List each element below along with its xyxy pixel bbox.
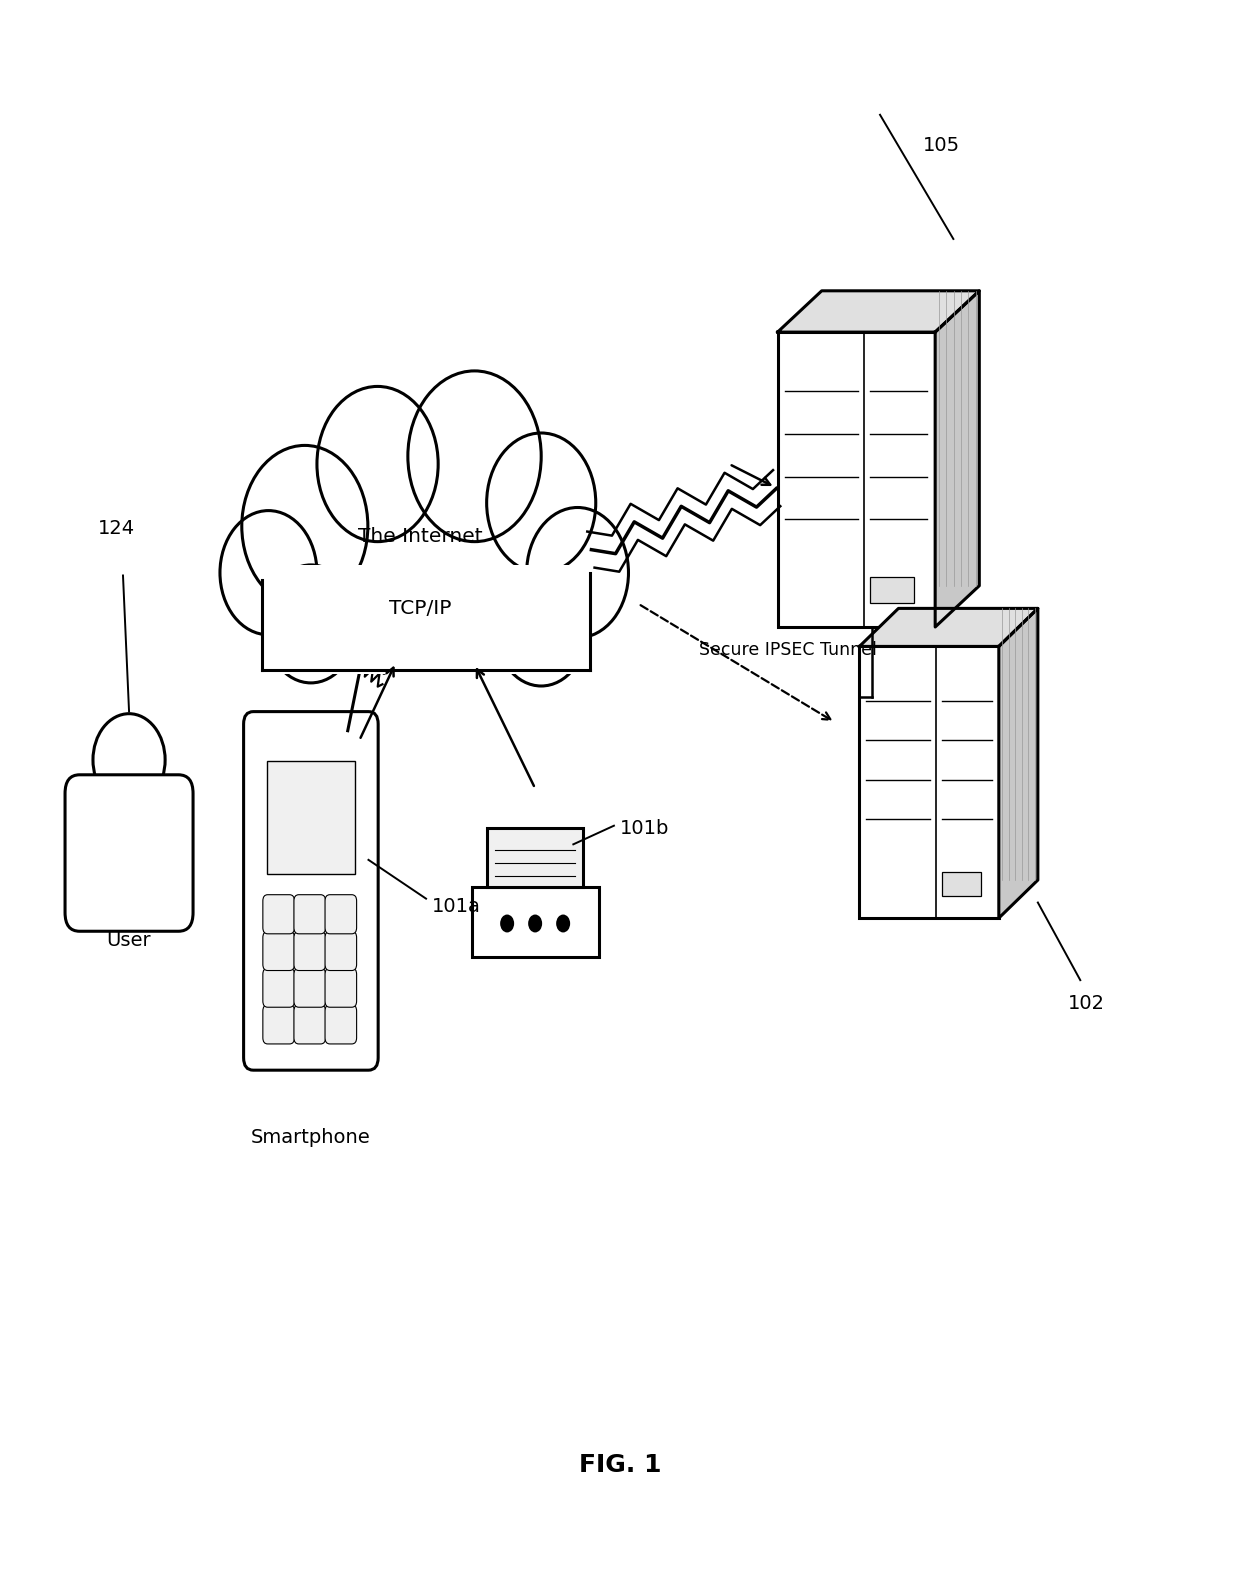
Circle shape [527,507,629,638]
FancyBboxPatch shape [294,931,326,970]
FancyBboxPatch shape [294,894,326,934]
FancyBboxPatch shape [267,760,355,874]
FancyBboxPatch shape [325,894,357,934]
Circle shape [219,510,317,635]
Polygon shape [935,291,980,627]
FancyBboxPatch shape [870,577,914,604]
Circle shape [265,566,357,683]
FancyBboxPatch shape [942,872,981,896]
Circle shape [495,569,588,686]
Circle shape [486,433,595,572]
FancyBboxPatch shape [263,931,294,970]
FancyBboxPatch shape [243,711,378,1070]
Text: 101b: 101b [620,820,670,839]
Polygon shape [777,291,980,332]
Text: 101a: 101a [432,897,481,916]
FancyBboxPatch shape [263,566,590,673]
Text: 102: 102 [1068,994,1105,1013]
FancyBboxPatch shape [859,646,998,918]
FancyBboxPatch shape [294,969,326,1006]
FancyBboxPatch shape [487,828,583,886]
FancyBboxPatch shape [263,1005,294,1044]
FancyBboxPatch shape [325,969,357,1006]
FancyBboxPatch shape [263,969,294,1006]
Circle shape [242,446,368,607]
FancyBboxPatch shape [325,1005,357,1044]
Circle shape [317,387,438,542]
Text: The Internet: The Internet [357,528,482,547]
FancyBboxPatch shape [471,886,599,957]
Polygon shape [859,608,1038,646]
Circle shape [500,915,515,932]
Circle shape [408,371,541,542]
FancyBboxPatch shape [325,931,357,970]
Text: FIG. 1: FIG. 1 [579,1454,661,1477]
Polygon shape [998,608,1038,918]
Circle shape [528,915,542,932]
Text: 105: 105 [923,136,960,155]
Text: TCP/IP: TCP/IP [388,599,451,618]
Ellipse shape [232,441,620,689]
FancyBboxPatch shape [263,894,294,934]
Circle shape [93,714,165,806]
Text: Secure IPSEC Tunnel: Secure IPSEC Tunnel [699,641,877,659]
Text: 124: 124 [98,520,135,539]
Text: Smartphone: Smartphone [250,1128,371,1147]
FancyBboxPatch shape [64,774,193,931]
FancyBboxPatch shape [777,332,935,627]
Text: User: User [107,931,151,950]
Circle shape [557,915,570,932]
FancyBboxPatch shape [294,1005,326,1044]
